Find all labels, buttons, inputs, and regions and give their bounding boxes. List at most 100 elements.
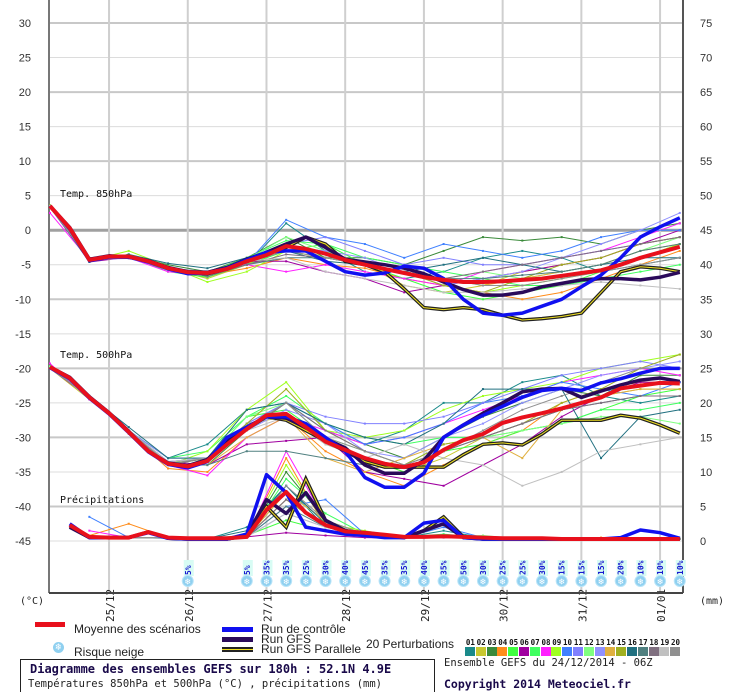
snow-risk-percent: 5% [184, 565, 193, 575]
perturbation-swatch [486, 647, 497, 656]
perturbation-03-point [442, 249, 445, 252]
snow-risk-label-bg [616, 560, 627, 576]
snow-risk-percent: 25% [302, 560, 311, 575]
perturbation-09-point [481, 394, 484, 397]
snow-risk-label-bg [597, 560, 608, 576]
perturbation-13-point [481, 422, 484, 425]
legend-gfs-swatch [222, 637, 253, 642]
perturbation-04-point [245, 267, 248, 270]
left-tick-label: 0 [25, 225, 31, 237]
perturbation-16-point [206, 267, 209, 270]
perturbation-09-point [442, 408, 445, 411]
perturbation-16-point [481, 256, 484, 259]
perturbation-16-point [324, 422, 327, 425]
legend-parallel-swatch [222, 647, 253, 652]
right-tick-label: 70 [700, 53, 712, 65]
perturbation-11-point [600, 367, 603, 370]
perturbation-swatches [465, 641, 681, 660]
perturbation-18-point [639, 394, 642, 397]
left-tick-label: -40 [15, 501, 31, 513]
perturbation-13-point [285, 408, 288, 411]
perturbation-14-point [245, 436, 248, 439]
left-tick-label: -30 [15, 432, 31, 444]
perturbation-06-point [403, 291, 406, 294]
snow-risk-label-bg [341, 560, 352, 576]
left-tick-label: -25 [15, 398, 31, 410]
snowflake-icon [457, 575, 470, 587]
snowflake-icon [299, 575, 312, 587]
snowflake-glyph: ❄ [657, 578, 663, 588]
snowflake-glyph: ❄ [441, 578, 447, 588]
perturbation-16-point [127, 253, 130, 256]
perturbation-18-point [600, 249, 603, 252]
perturbation-02-point [206, 277, 209, 280]
perturbation-14-point [403, 457, 406, 460]
perturbation-20-point [285, 484, 288, 487]
perturbation-20-point [521, 284, 524, 287]
title-box: Diagramme des ensembles GEFS sur 180h : … [20, 659, 435, 692]
date-tick-label: 30/12 [498, 589, 511, 622]
snow-risk-percent: 10% [676, 560, 685, 575]
legend-snow-label: Risque neige [74, 645, 145, 659]
perturbation-06-point [285, 439, 288, 442]
run-mean-t850-line [48, 204, 681, 284]
perturbation-01-precip-line [89, 485, 680, 540]
snowflake-glyph: ❄ [579, 578, 585, 588]
left-tick-label: 5 [25, 191, 31, 203]
perturbation-19-point [560, 284, 563, 287]
snow-risk-percent: 45% [361, 560, 370, 575]
perturbation-20-point [481, 284, 484, 287]
date-tick-label: 28/12 [340, 589, 353, 622]
copyright: Copyright 2014 Meteociel.fr [444, 677, 631, 691]
perturbation-17-point [481, 277, 484, 280]
perturbation-16-point [127, 426, 130, 429]
perturbation-code: 20 [671, 638, 681, 647]
perturbation-15-point [678, 353, 681, 356]
perturbation-09-point [285, 464, 288, 467]
run-control-t500-line [49, 366, 680, 489]
perturbation-swatch [616, 647, 627, 656]
perturbation-01-point [285, 222, 288, 225]
perturbation-10-point [403, 436, 406, 439]
perturbation-10-point [363, 443, 366, 446]
right-tick-label: 65 [700, 87, 712, 99]
perturbation-13-point [600, 243, 603, 246]
perturbation-20-precip-line [89, 485, 680, 540]
perturbation-swatch [551, 647, 562, 656]
perturbation-03-point [167, 263, 170, 266]
perturbation-16-point [600, 457, 603, 460]
snowflake-icon [181, 575, 194, 587]
perturbation-03-point [521, 239, 524, 242]
perturbation-15-point [245, 422, 248, 425]
perturbation-07-point [285, 477, 288, 480]
perturbation-swatch [626, 647, 637, 656]
right-tick-label: 5 [700, 501, 706, 513]
snow-risk-label-bg [459, 560, 470, 576]
perturbation-16-point [442, 422, 445, 425]
perturbation-code: 12 [584, 638, 594, 647]
perturbation-07-point [285, 239, 288, 242]
snowflake-glyph: ❄ [421, 578, 427, 588]
perturbation-code: 06 [519, 638, 529, 647]
perturbation-08-point [324, 263, 327, 266]
perturbation-12-point [49, 365, 51, 368]
perturbation-swatch [659, 647, 670, 656]
snowflake-icon [555, 575, 568, 587]
snowflake-icon [516, 575, 529, 587]
perturbation-code: 11 [573, 638, 583, 647]
perturbation-swatch [475, 647, 486, 656]
perturbation-08-point [206, 474, 209, 477]
snow-risk-percent: 15% [597, 560, 606, 575]
perturbation-16-point [245, 408, 248, 411]
perturbation-09-point [245, 270, 248, 273]
perturbation-01-point [521, 249, 524, 252]
perturbation-code: 14 [606, 638, 616, 647]
perturbation-swatch [529, 647, 540, 656]
chart-title: Diagramme des ensembles GEFS sur 180h : … [30, 662, 392, 676]
perturbation-10-point [560, 381, 563, 384]
perturbation-11-point [481, 263, 484, 266]
perturbation-13-point [600, 374, 603, 377]
perturbation-17-point [521, 274, 524, 277]
snowflake-glyph: ❄ [382, 578, 388, 588]
snowflake-icon [536, 575, 548, 587]
